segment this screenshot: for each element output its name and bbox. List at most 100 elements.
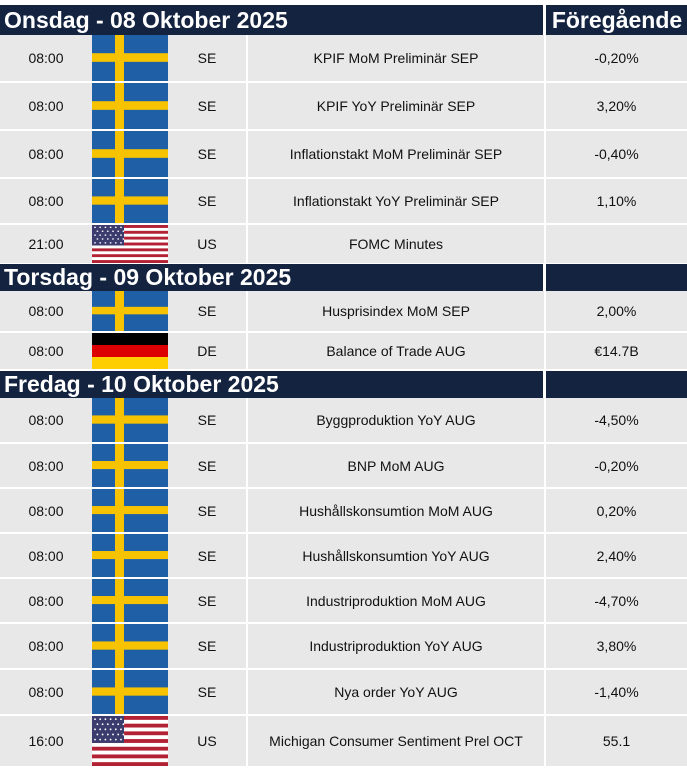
- sweden-flag-icon: [92, 83, 168, 129]
- previous-value: -4,70%: [594, 592, 639, 609]
- event-row: 08:00 DE Balance of Trade AUG €14.7B: [0, 333, 687, 371]
- previous-value: 55.1: [602, 733, 631, 749]
- day-title: Onsdag - 08 Oktober 2025: [4, 7, 288, 33]
- event-name: Inflationstakt MoM Preliminär SEP: [289, 146, 503, 162]
- column-divider: [544, 398, 546, 442]
- column-divider: [544, 624, 546, 668]
- column-divider: [246, 333, 248, 369]
- event-row: 08:00 SE Husprisindex MoM SEP 2,00%: [0, 291, 687, 333]
- event-time: 08:00: [28, 457, 64, 474]
- event-name: Hushållskonsumtion MoM AUG: [299, 502, 493, 519]
- event-name: KPIF MoM Preliminär SEP: [313, 50, 479, 66]
- column-divider: [544, 716, 546, 766]
- event-time: 08:00: [28, 146, 64, 162]
- country-code: SE: [197, 303, 217, 319]
- day-title: Torsdag - 09 Oktober 2025: [4, 264, 292, 290]
- previous-value: 2,00%: [596, 303, 637, 319]
- country-code: SE: [197, 412, 217, 428]
- event-row: 08:00 SE Inflationstakt MoM Preliminär SEP…: [0, 131, 687, 179]
- country-code: SE: [197, 98, 217, 114]
- previous-value: 0,20%: [596, 502, 637, 519]
- column-divider: [246, 670, 248, 714]
- event-row: 21:00 US FOMC Minutes: [0, 225, 687, 265]
- event-time: 08:00: [28, 684, 64, 700]
- previous-column-header: Föregående: [551, 7, 683, 33]
- country-code: US: [197, 733, 217, 749]
- country-code: SE: [197, 457, 217, 474]
- day-header: Torsdag - 09 Oktober 2025: [0, 264, 687, 291]
- event-time: 08:00: [28, 303, 64, 319]
- event-name: Balance of Trade AUG: [326, 343, 466, 359]
- event-time: 08:00: [28, 638, 64, 654]
- column-divider: [544, 670, 546, 714]
- column-divider: [246, 398, 248, 442]
- sweden-flag-icon: [92, 179, 168, 223]
- day-header: Fredag - 10 Oktober 2025: [0, 371, 687, 398]
- sweden-flag-icon: [92, 398, 168, 442]
- event-row: 08:00 SE Inflationstakt YoY Preliminär SEP…: [0, 179, 687, 225]
- previous-value: 1,10%: [596, 193, 637, 209]
- column-divider: [246, 716, 248, 766]
- event-row: 08:00 SE Nya order YoY AUG -1,40%: [0, 670, 687, 716]
- column-divider: [544, 35, 546, 81]
- sweden-flag-icon: [92, 444, 168, 487]
- sweden-flag-icon: [92, 131, 168, 177]
- country-code: SE: [197, 592, 217, 609]
- event-row: 08:00 SE Hushållskonsumtion MoM AUG 0,20%: [0, 489, 687, 534]
- country-code: SE: [197, 50, 217, 66]
- column-divider: [246, 83, 248, 129]
- previous-value: €14.7B: [594, 343, 639, 359]
- country-code: SE: [197, 502, 217, 519]
- event-name: Nya order YoY AUG: [334, 684, 458, 700]
- column-divider: [544, 83, 546, 129]
- event-time: 08:00: [28, 98, 64, 114]
- event-name: Industriproduktion MoM AUG: [306, 592, 486, 609]
- column-divider: [544, 579, 546, 622]
- event-name: KPIF YoY Preliminär SEP: [316, 98, 476, 114]
- usa-flag-icon: [92, 225, 168, 263]
- column-divider: [246, 489, 248, 532]
- event-row: 08:00 SE Hushållskonsumtion YoY AUG 2,40%: [0, 534, 687, 579]
- event-row: 08:00 SE KPIF YoY Preliminär SEP 3,20%: [0, 83, 687, 131]
- column-divider: [246, 579, 248, 622]
- previous-value: 3,80%: [596, 638, 637, 654]
- event-time: 08:00: [28, 412, 64, 428]
- event-time: 08:00: [28, 502, 64, 519]
- country-code: SE: [197, 193, 217, 209]
- event-time: 16:00: [28, 733, 64, 749]
- header-divider: [543, 371, 546, 398]
- day-header: Onsdag - 08 Oktober 2025 Föregående: [0, 5, 687, 35]
- country-code: SE: [197, 146, 217, 162]
- header-divider: [543, 264, 546, 291]
- event-time: 08:00: [28, 343, 64, 359]
- sweden-flag-icon: [92, 489, 168, 532]
- event-row: 08:00 SE Industriproduktion MoM AUG -4,70%: [0, 579, 687, 624]
- sweden-flag-icon: [92, 579, 168, 622]
- previous-value: 2,40%: [596, 547, 637, 564]
- column-divider: [544, 444, 546, 487]
- event-name: Byggproduktion YoY AUG: [316, 412, 476, 428]
- country-code: SE: [197, 547, 217, 564]
- germany-flag-icon: [92, 333, 168, 369]
- column-divider: [246, 444, 248, 487]
- previous-value: 3,20%: [596, 98, 637, 114]
- header-divider: [543, 5, 546, 35]
- sweden-flag-icon: [92, 670, 168, 714]
- column-divider: [246, 131, 248, 177]
- event-row: 16:00 US Michigan Consumer Sentiment Prel …: [0, 716, 687, 768]
- event-row: 08:00 SE Industriproduktion YoY AUG 3,80%: [0, 624, 687, 670]
- event-name: Husprisindex MoM SEP: [322, 303, 470, 319]
- column-divider: [544, 489, 546, 532]
- event-row: 08:00 SE Byggproduktion YoY AUG -4,50%: [0, 398, 687, 444]
- column-divider: [246, 534, 248, 577]
- column-divider: [544, 131, 546, 177]
- event-name: BNP MoM AUG: [347, 457, 445, 474]
- usa-flag-icon: [92, 716, 168, 766]
- event-row: 08:00 SE BNP MoM AUG -0,20%: [0, 444, 687, 489]
- previous-value: -4,50%: [594, 412, 639, 428]
- event-name: Hushållskonsumtion YoY AUG: [302, 547, 490, 564]
- previous-value: -0,40%: [594, 146, 639, 162]
- country-code: DE: [197, 343, 217, 359]
- country-code: SE: [197, 638, 217, 654]
